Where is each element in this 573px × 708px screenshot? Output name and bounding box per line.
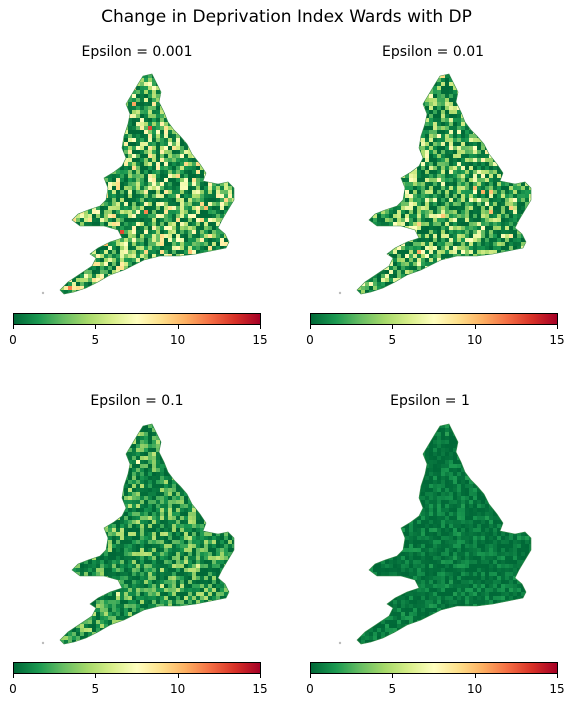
scilly-isles xyxy=(41,641,45,645)
colorbar-tick-label: 10 xyxy=(467,682,483,696)
colorbar-tick xyxy=(177,674,179,678)
ward-cells xyxy=(357,74,531,294)
scilly-isles xyxy=(338,291,342,295)
panel-title: Epsilon = 0.1 xyxy=(90,393,184,409)
colorbar-tick-label: 10 xyxy=(170,682,186,696)
colorbar-tick xyxy=(177,325,179,329)
map-outline xyxy=(59,423,235,645)
colorbar-tick-label: 15 xyxy=(549,682,565,696)
panel-title: Epsilon = 0.001 xyxy=(81,44,193,60)
ward-cells xyxy=(60,74,234,294)
colorbar-tick xyxy=(557,674,558,678)
colorbar xyxy=(13,313,261,325)
colorbar-tick-label: 5 xyxy=(388,682,397,696)
colorbar-tick xyxy=(392,325,394,329)
choropleth-map xyxy=(338,73,532,295)
choropleth-map xyxy=(41,73,235,295)
colorbar-tick-label: 15 xyxy=(549,333,565,347)
colorbar-tick xyxy=(13,325,14,329)
scilly-isles xyxy=(41,291,45,295)
colorbar-tick xyxy=(557,325,558,329)
colorbar-tick-label: 5 xyxy=(91,333,100,347)
ward-cells xyxy=(357,424,531,644)
colorbar-tick xyxy=(310,325,311,329)
colorbar-tick xyxy=(310,674,311,678)
colorbar xyxy=(310,662,558,674)
colorbar-tick xyxy=(95,325,97,329)
colorbar xyxy=(13,662,261,674)
colorbar-tick-label: 0 xyxy=(9,333,17,347)
colorbar-tick-label: 10 xyxy=(170,333,186,347)
colorbar-tick-label: 15 xyxy=(252,333,268,347)
choropleth-map xyxy=(338,423,532,645)
colorbar xyxy=(310,313,558,325)
map-outline xyxy=(59,73,235,295)
colorbar-tick xyxy=(392,674,394,678)
colorbar-tick xyxy=(95,674,97,678)
colorbar-tick-label: 5 xyxy=(388,333,397,347)
colorbar-tick-label: 0 xyxy=(306,682,314,696)
panel-title: Epsilon = 0.01 xyxy=(381,44,485,60)
choropleth-map xyxy=(41,423,235,645)
colorbar-tick-label: 0 xyxy=(306,333,314,347)
colorbar-tick xyxy=(474,325,476,329)
colorbar-tick-label: 15 xyxy=(252,682,268,696)
figure-title: Change in Deprivation Index Wards with D… xyxy=(101,7,472,27)
colorbar-tick xyxy=(260,674,261,678)
scilly-isles xyxy=(338,641,342,645)
colorbar-tick xyxy=(260,325,261,329)
colorbar-tick xyxy=(474,674,476,678)
ward-cells xyxy=(60,424,234,644)
colorbar-tick xyxy=(13,674,14,678)
colorbar-tick-label: 5 xyxy=(91,682,100,696)
panel-title: Epsilon = 1 xyxy=(390,393,470,409)
colorbar-tick-label: 10 xyxy=(467,333,483,347)
map-outline xyxy=(356,423,532,645)
colorbar-tick-label: 0 xyxy=(9,682,17,696)
map-outline xyxy=(356,73,532,295)
